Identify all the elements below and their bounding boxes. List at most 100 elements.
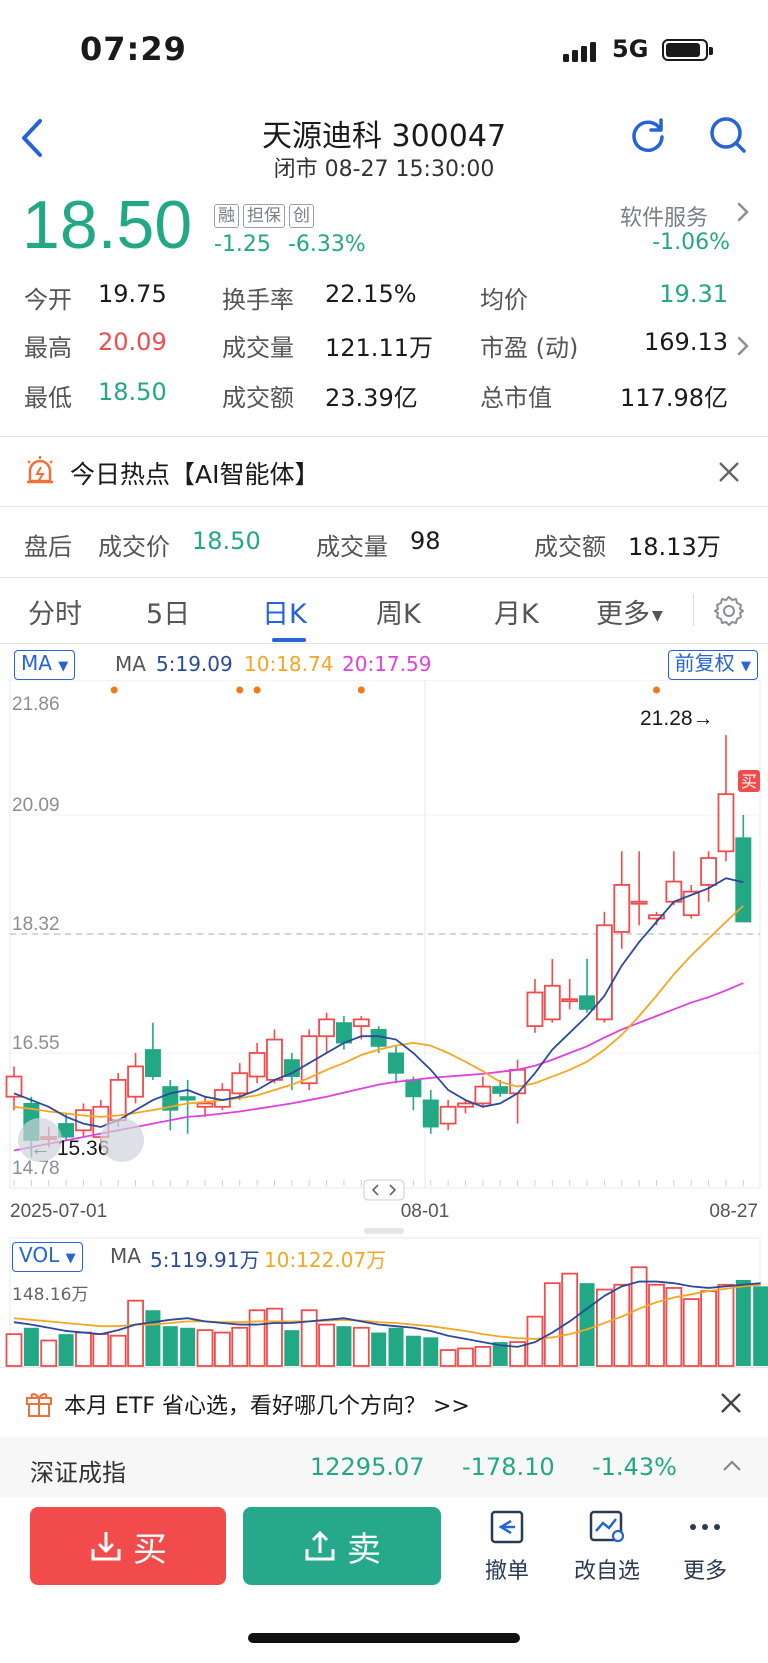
margin-tag[interactable]: 融 (214, 204, 239, 228)
tab-intraday[interactable]: 分时 (28, 599, 82, 630)
vol-ma-label: MA (110, 1244, 141, 1268)
tab-5day[interactable]: 5日 (146, 599, 191, 630)
back-arrow-icon[interactable] (18, 115, 48, 161)
adjust-select[interactable]: 前复权 ▼ (667, 650, 758, 680)
hot-topic-banner[interactable]: 今日热点【AI智能体】 (0, 437, 768, 505)
after-vol-value: 98 (410, 527, 441, 555)
etf-promo-banner[interactable]: 本月 ETF 省心选，看好哪几个方向？ >> (0, 1368, 768, 1436)
after-hours-label: 盘后 (24, 533, 72, 561)
tab-monthly-k[interactable]: 月K (494, 599, 539, 630)
stock-header: 天源迪科 300047 闭市 08-27 15:30:00 (0, 105, 768, 185)
index-ticker[interactable]: 深证成指 12295.07 -178.10 -1.43% (0, 1437, 768, 1497)
ma-indicator-select[interactable]: MA ▼ (14, 650, 76, 680)
volume-bar (248, 1309, 266, 1367)
cancel-order-button[interactable]: 撤单 (462, 1507, 552, 1585)
buy-signal-badge (738, 770, 760, 792)
candle-body (579, 995, 596, 1010)
mcap-label: 总市值 (480, 384, 552, 412)
pe-label[interactable]: 市盈 (动) (480, 334, 579, 362)
ma5-line (13, 877, 744, 1128)
index-name: 深证成指 (30, 1459, 126, 1487)
cancel-order-label: 撤单 (484, 1559, 529, 1584)
close-icon[interactable] (718, 461, 740, 483)
candle-body (700, 857, 717, 886)
volume-bar (492, 1342, 508, 1366)
high-label: 最高 (24, 334, 72, 362)
y-tick-label: 20.09 (12, 795, 60, 816)
divider (0, 643, 768, 644)
more-button[interactable]: 更多 (660, 1507, 750, 1585)
candle-body (422, 1099, 439, 1128)
index-pct: -1.43% (592, 1453, 677, 1481)
edit-watchlist-button[interactable]: 改自选 (562, 1507, 652, 1585)
buy-button[interactable]: 买 (30, 1507, 226, 1585)
x-axis-label: 2025-07-01 (10, 1201, 107, 1222)
vol-legend-row: VOL ▼ MA 5:119.91万 10:122.07万 (0, 1240, 768, 1272)
change-percent: -6.33% (287, 232, 366, 257)
stock-tags: 融 担保 创 (214, 204, 314, 228)
candle-body (144, 1049, 161, 1078)
x-axis-label: 08-01 (401, 1201, 450, 1222)
pe-value[interactable]: 169.13 (644, 328, 728, 356)
event-marker (253, 686, 261, 694)
stock-title: 天源迪科 300047 (261, 119, 507, 154)
zoom-in-icon (100, 1118, 144, 1162)
scroll-handle (363, 1179, 405, 1201)
vol-indicator-select[interactable]: VOL ▼ (12, 1242, 83, 1272)
buy-label: 买 (133, 1529, 167, 1570)
candle-body (179, 1096, 196, 1101)
tab-daily-k[interactable]: 日K (262, 599, 307, 630)
chinext-tag[interactable]: 创 (289, 204, 314, 228)
candle-body (405, 1079, 422, 1098)
promo-text[interactable]: 本月 ETF 省心选，看好哪几个方向？ >> (64, 1394, 470, 1419)
after-hours-row: 盘后 成交价 18.50 成交量 98 成交额 18.13万 (0, 507, 768, 577)
caret-down-icon: ▼ (652, 607, 663, 624)
after-price-label: 成交价 (98, 533, 170, 561)
search-icon[interactable] (708, 115, 748, 155)
candle-body (439, 1105, 457, 1125)
candle-body (492, 1086, 509, 1094)
y-tick-label: 18.32 (12, 914, 60, 935)
turnover-label: 换手率 (222, 286, 294, 314)
candle-body (561, 998, 579, 1003)
volume-bar (613, 1283, 631, 1367)
index-change: -178.10 (462, 1453, 555, 1481)
amount-label: 成交额 (222, 384, 294, 412)
volume-bar (231, 1326, 249, 1367)
x-axis-label: 08-27 (709, 1201, 758, 1222)
chevron-up-icon[interactable] (722, 1459, 742, 1473)
sector-name[interactable]: 软件服务 (619, 206, 708, 231)
y-tick-label: 21.86 (12, 694, 60, 715)
hot-topic-text[interactable]: 今日热点【AI智能体】 (70, 460, 320, 489)
cancel-order-icon (490, 1510, 524, 1544)
candle-body (457, 1102, 474, 1108)
active-tab-indicator (272, 638, 306, 642)
divider-handle (364, 1228, 404, 1234)
refresh-icon[interactable] (628, 115, 668, 155)
tab-more-label: 更多 (596, 599, 650, 630)
collateral-tag[interactable]: 担保 (243, 204, 285, 228)
tab-weekly-k[interactable]: 周K (376, 599, 421, 630)
vol-ma5-line (13, 1280, 761, 1348)
divider (0, 1367, 768, 1368)
chevron-right-icon (389, 1184, 397, 1196)
edit-watchlist-label: 改自选 (573, 1559, 640, 1584)
edit-watchlist-icon (589, 1510, 625, 1543)
divider (0, 577, 768, 578)
close-icon[interactable] (720, 1392, 742, 1414)
volume-bar (630, 1266, 648, 1367)
after-price-value: 18.50 (192, 527, 261, 555)
candle-body (266, 1038, 283, 1081)
index-value: 12295.07 (310, 1453, 425, 1481)
gear-icon[interactable] (712, 594, 746, 628)
high-value: 20.09 (98, 328, 167, 356)
volume-bar (457, 1347, 474, 1367)
chevron-right-icon[interactable] (736, 200, 750, 224)
candle-body (526, 991, 544, 1028)
sell-button[interactable]: 卖 (243, 1507, 441, 1585)
tab-more[interactable]: 更多 ▼ (596, 592, 663, 631)
divider (0, 436, 768, 437)
volume-bar (127, 1299, 144, 1367)
chevron-right-icon[interactable] (736, 334, 750, 358)
